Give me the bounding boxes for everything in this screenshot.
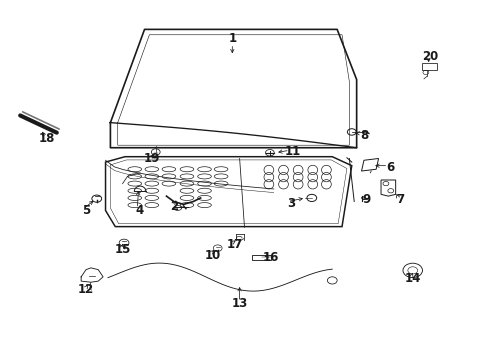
Text: 1: 1 xyxy=(228,32,236,45)
Text: 5: 5 xyxy=(81,204,90,217)
Text: 11: 11 xyxy=(285,145,301,158)
Text: 7: 7 xyxy=(396,193,404,206)
Text: 13: 13 xyxy=(231,297,247,310)
Text: 12: 12 xyxy=(78,283,94,296)
Text: 15: 15 xyxy=(114,243,130,256)
Text: 14: 14 xyxy=(404,272,420,285)
Text: 9: 9 xyxy=(362,193,370,206)
Text: 4: 4 xyxy=(135,204,143,217)
Text: 6: 6 xyxy=(386,161,394,174)
Text: 10: 10 xyxy=(204,249,221,262)
Text: 19: 19 xyxy=(143,152,160,165)
Text: 17: 17 xyxy=(226,238,243,251)
Text: 8: 8 xyxy=(359,129,367,142)
Text: 2: 2 xyxy=(169,201,178,213)
Text: 3: 3 xyxy=(286,197,294,210)
Text: 16: 16 xyxy=(263,251,279,264)
Text: 18: 18 xyxy=(39,132,55,145)
Text: 20: 20 xyxy=(421,50,437,63)
